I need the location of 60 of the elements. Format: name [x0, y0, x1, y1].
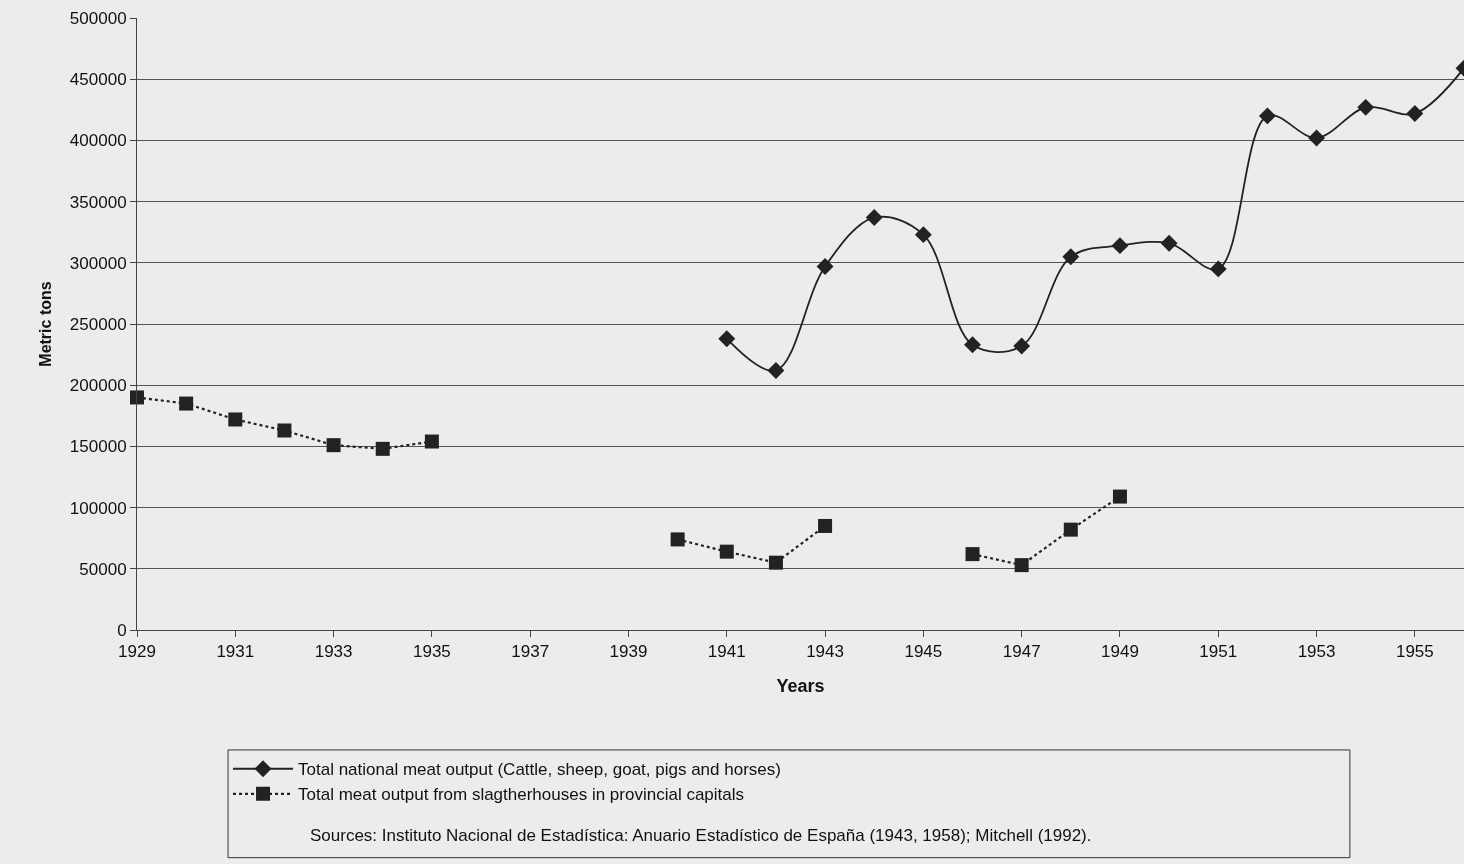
x-axis-title: Years — [776, 675, 825, 696]
point — [1406, 105, 1424, 122]
point — [326, 438, 341, 453]
x-tick-label: 1943 — [806, 642, 844, 662]
point — [1014, 558, 1029, 573]
y-tick-label: 0 — [117, 620, 127, 640]
x-tick-label: 1941 — [707, 642, 746, 662]
point — [670, 532, 685, 547]
point — [1112, 489, 1127, 504]
y-tick-label: 200000 — [69, 376, 127, 396]
y-tick-label: 450000 — [69, 70, 127, 90]
x-tick-label: 1951 — [1199, 642, 1238, 662]
point — [964, 336, 981, 354]
y-tick-label: 350000 — [69, 192, 127, 212]
point — [965, 547, 980, 562]
point — [277, 423, 292, 438]
point — [718, 330, 736, 348]
point — [1308, 129, 1326, 147]
point — [228, 412, 243, 427]
point — [1258, 107, 1276, 125]
point — [767, 362, 785, 379]
y-tick-label: 500000 — [69, 8, 127, 28]
x-tick-label: 1937 — [511, 642, 550, 662]
x-tick-label: 1935 — [412, 642, 451, 662]
x-tick-label: 1945 — [904, 642, 943, 662]
y-tick-label: 300000 — [69, 253, 127, 273]
point — [1062, 248, 1080, 266]
point — [1357, 98, 1375, 116]
y-tick-label: 250000 — [69, 314, 127, 334]
point — [375, 441, 390, 456]
x-tick-label: 1933 — [314, 642, 353, 662]
point — [179, 396, 194, 411]
point — [768, 555, 783, 570]
point — [816, 258, 834, 275]
x-tick-label: 1955 — [1395, 642, 1434, 662]
point — [1111, 237, 1129, 255]
point — [130, 390, 144, 405]
legend-label: Total national meat output (Cattle, sheep, goat, pigs and horses) — [298, 760, 781, 780]
point — [914, 226, 932, 244]
y-tick-label: 150000 — [69, 437, 127, 457]
x-tick-label: 1929 — [118, 642, 156, 662]
x-tick-label: 1953 — [1297, 642, 1336, 662]
x-tick-label: 1939 — [609, 642, 648, 662]
y-tick-label: 50000 — [79, 559, 127, 579]
y-tick-label: 100000 — [69, 498, 127, 518]
legend-label: Total meat output from slagtherhouses in provincial capitals — [298, 785, 745, 805]
y-axis-title: Metric tons — [36, 281, 54, 367]
x-tick-label: 1947 — [1002, 642, 1041, 662]
point — [1013, 337, 1031, 355]
point — [818, 518, 833, 533]
y-tick-label: 400000 — [69, 131, 127, 151]
x-tick-label: 1949 — [1101, 642, 1139, 662]
x-tick-label: 1931 — [216, 642, 255, 662]
point — [865, 209, 883, 226]
source-note: Sources: Instituto Nacional de Estadística: Anuario Estadístico de España (1943, 1958); Mitchell (1992). — [310, 826, 1092, 845]
point — [1063, 522, 1078, 537]
point — [1160, 234, 1178, 252]
point — [1209, 260, 1227, 278]
point — [424, 434, 439, 449]
point — [719, 544, 734, 559]
